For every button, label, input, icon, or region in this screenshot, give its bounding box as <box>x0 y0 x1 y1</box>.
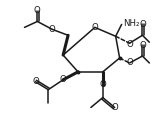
Text: O: O <box>111 103 118 112</box>
Text: NH₂: NH₂ <box>124 19 140 28</box>
Text: O: O <box>99 80 106 89</box>
Text: O: O <box>32 77 39 86</box>
Text: O: O <box>139 41 146 50</box>
Text: O: O <box>49 25 56 34</box>
Text: O: O <box>126 58 133 68</box>
Text: O: O <box>126 40 133 49</box>
Text: O: O <box>92 23 98 32</box>
Text: O: O <box>60 75 67 84</box>
Text: O: O <box>139 20 146 29</box>
Text: O: O <box>34 6 41 15</box>
